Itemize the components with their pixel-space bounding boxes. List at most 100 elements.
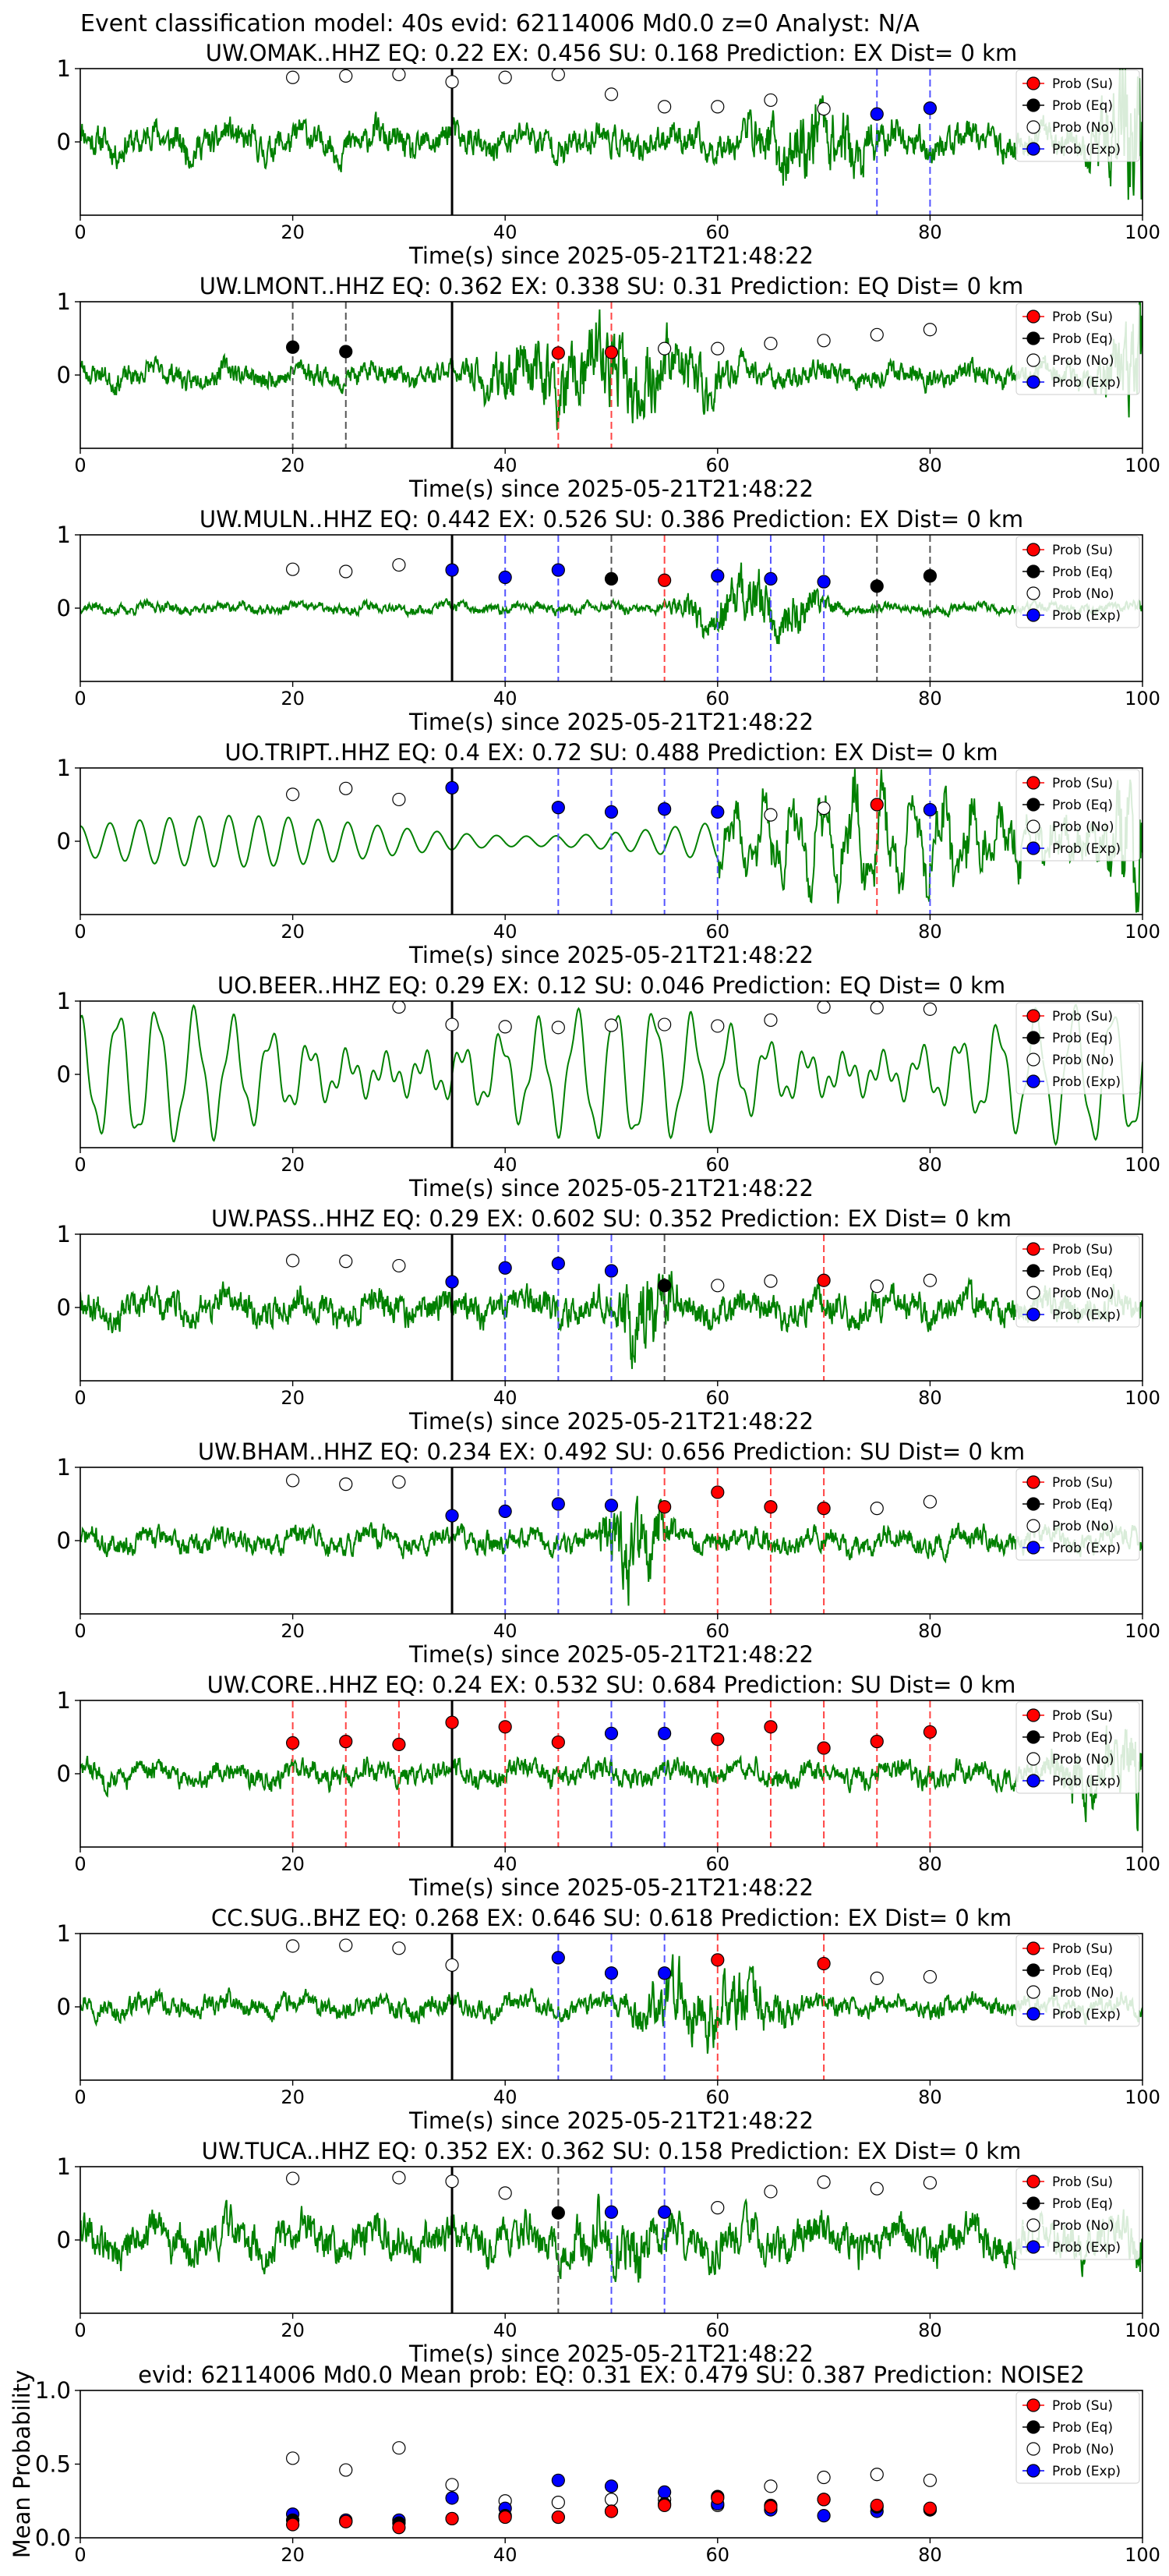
legend-marker-su: [1026, 776, 1040, 790]
legend-marker-no: [1026, 1985, 1040, 1999]
x-tick-label: 0: [74, 2319, 86, 2341]
x-tick-label: 100: [1125, 2544, 1160, 2566]
prob-point-no: [445, 2478, 459, 2492]
prob-point-exp: [445, 780, 459, 794]
prob-point-su: [604, 2504, 619, 2518]
legend-marker-exp: [1026, 1074, 1040, 1088]
legend-marker-su: [1026, 543, 1040, 557]
y-tick-label: 0.5: [35, 2451, 71, 2478]
legend-marker-exp: [1026, 142, 1040, 156]
x-tick-label: 60: [706, 221, 730, 243]
legend-label-eq: Prob (Eq): [1052, 1963, 1113, 1979]
legend-label-su: Prob (Su): [1052, 2398, 1113, 2414]
x-tick-label: 0: [74, 221, 86, 243]
prob-point-no: [498, 1020, 512, 1034]
prob-point-su: [392, 2521, 406, 2535]
x-tick-label: 100: [1125, 1154, 1160, 1176]
prob-point-no: [711, 1279, 725, 1293]
x-tick-label: 60: [706, 1387, 730, 1409]
x-tick-label: 20: [281, 921, 305, 943]
y-tick-label: 1: [57, 2153, 71, 2180]
prob-point-exp: [870, 107, 884, 121]
legend: Prob (Su) Prob (Eq) Prob (No) Prob (Exp): [1015, 1235, 1140, 1328]
prob-point-exp: [923, 802, 938, 817]
panel-2: UW.MULN..HHZ EQ: 0.442 EX: 0.526 SU: 0.3…: [57, 506, 1160, 735]
legend-label-no: Prob (No): [1052, 586, 1114, 602]
x-axis-label: Time(s) since 2025-05-21T21:48:22: [408, 1408, 814, 1435]
panel-7: UW.CORE..HHZ EQ: 0.24 EX: 0.532 SU: 0.68…: [57, 1672, 1160, 1901]
x-tick-label: 20: [281, 455, 305, 476]
prob-point-su: [711, 2491, 725, 2505]
x-axis-label: Time(s) since 2025-05-21T21:48:22: [408, 2107, 814, 2134]
y-tick-label: 0: [57, 2227, 71, 2253]
legend-marker-su: [1026, 1009, 1040, 1023]
prob-point-su: [870, 1735, 884, 1749]
x-tick-label: 100: [1125, 2086, 1160, 2108]
y-tick-label: 0: [57, 129, 71, 155]
prob-point-no: [923, 323, 938, 337]
prob-point-exp: [604, 805, 619, 819]
plot-area: [80, 1934, 1143, 2080]
x-tick-label: 0: [74, 1853, 86, 1875]
prob-point-no: [551, 2496, 565, 2510]
x-tick-label: 20: [281, 1387, 305, 1409]
y-tick-label: 0: [57, 1760, 71, 1787]
panel-title: UW.BHAM..HHZ EQ: 0.234 EX: 0.492 SU: 0.6…: [198, 1438, 1025, 1465]
prob-point-su: [551, 2510, 565, 2525]
legend-label-no: Prob (No): [1052, 353, 1114, 369]
prob-point-no: [339, 564, 353, 579]
prob-point-no: [392, 1475, 406, 1489]
panel-10: evid: 62114006 Md0.0 Mean prob: EQ: 0.31…: [9, 2362, 1160, 2566]
legend-marker-no: [1026, 1053, 1040, 1067]
prob-point-no: [445, 1958, 459, 1973]
legend-label-no: Prob (No): [1052, 1286, 1114, 1301]
prob-point-no: [764, 93, 778, 108]
x-tick-label: 80: [918, 688, 942, 709]
legend-label-eq: Prob (Eq): [1052, 564, 1113, 580]
x-tick-label: 100: [1125, 1853, 1160, 1875]
legend-label-eq: Prob (Eq): [1052, 2196, 1113, 2212]
prob-point-su: [498, 2510, 512, 2525]
prob-point-su: [764, 1720, 778, 1734]
legend-box: [1015, 1002, 1140, 1095]
prob-point-exp: [817, 575, 831, 589]
x-tick-label: 80: [918, 2544, 942, 2566]
legend-marker-eq: [1026, 2420, 1040, 2434]
legend-box: [1015, 2391, 1140, 2484]
prob-point-exp: [604, 2479, 619, 2493]
prob-point-no: [445, 2174, 459, 2189]
x-tick-label: 0: [74, 2086, 86, 2108]
legend-label-su: Prob (Su): [1052, 1475, 1113, 1491]
prob-point-no: [392, 1941, 406, 1955]
prob-point-no: [711, 100, 725, 114]
legend-label-su: Prob (Su): [1052, 543, 1113, 558]
prob-point-no: [764, 336, 778, 351]
legend-box: [1015, 2167, 1140, 2260]
legend-label-no: Prob (No): [1052, 2218, 1114, 2234]
legend-marker-eq: [1026, 1730, 1040, 1744]
x-tick-label: 60: [706, 1154, 730, 1176]
plot-area: [80, 69, 1143, 215]
prob-point-no: [392, 1258, 406, 1273]
prob-point-no: [817, 801, 831, 816]
legend-label-su: Prob (Su): [1052, 76, 1113, 92]
x-tick-label: 20: [281, 2319, 305, 2341]
prob-point-su: [392, 1737, 406, 1751]
x-tick-label: 40: [493, 1387, 517, 1409]
x-tick-label: 60: [706, 1620, 730, 1642]
legend-marker-exp: [1026, 608, 1040, 622]
x-tick-label: 60: [706, 688, 730, 709]
prob-point-exp: [498, 1261, 512, 1275]
prob-point-exp: [711, 805, 725, 819]
legend-box: [1015, 69, 1140, 162]
x-tick-label: 40: [493, 921, 517, 943]
prob-point-exp: [604, 1499, 619, 1513]
x-tick-label: 80: [918, 1620, 942, 1642]
prob-point-eq: [604, 571, 619, 586]
prob-point-no: [764, 1274, 778, 1288]
prob-point-no: [445, 75, 459, 89]
y-tick-label: 0: [57, 1994, 71, 2020]
legend-box: [1015, 1468, 1140, 1561]
y-tick-label: 0: [57, 595, 71, 621]
prob-point-exp: [711, 569, 725, 583]
